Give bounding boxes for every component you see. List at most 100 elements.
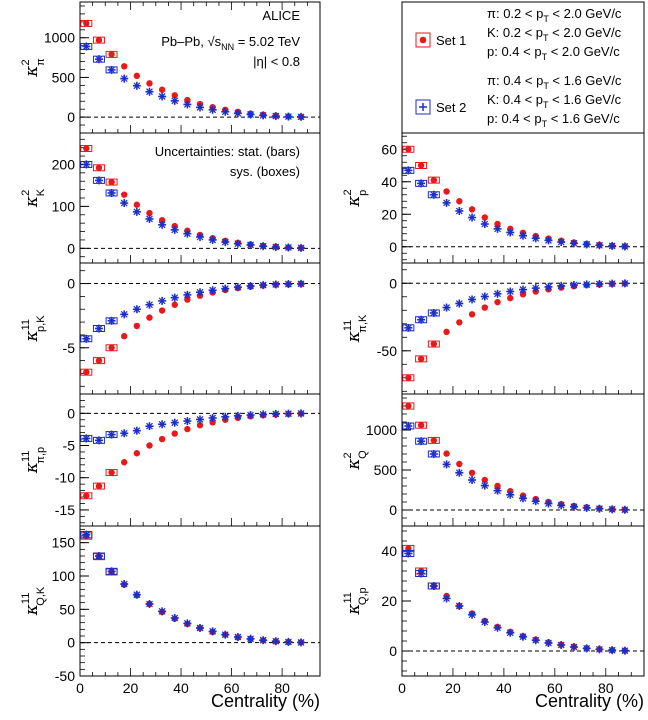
y-title-symbol: κ [344, 331, 364, 343]
star-d2 [272, 112, 280, 120]
pt-sub: T [543, 81, 549, 91]
star-d2 [284, 113, 292, 120]
data-point-set2 [480, 481, 489, 490]
y-tick-label: -5 [63, 438, 76, 454]
data-point-set2 [442, 198, 451, 207]
star-d2 [247, 411, 254, 419]
data-point-set2 [429, 450, 438, 458]
star-d2 [468, 611, 476, 619]
data-point-set2 [82, 160, 91, 169]
range-prefix: p: 0.4 < p [487, 44, 542, 59]
data-point-set1 [405, 146, 412, 153]
data-point-set1 [83, 20, 90, 27]
data-point-set1 [171, 430, 178, 437]
star-d2 [545, 236, 552, 244]
star-d2 [430, 309, 438, 317]
data-point-set1 [494, 298, 501, 306]
y-axis-title: κ11 Q,K [20, 586, 47, 616]
y-tick-label: -10 [55, 470, 75, 486]
star-d2 [595, 505, 603, 513]
data-point-set1 [83, 492, 90, 499]
data-point-set1 [95, 36, 103, 44]
y-title-sup: 2 [342, 452, 354, 458]
y-axis-title: κ2 π [20, 58, 47, 78]
data-point-set1 [481, 214, 488, 221]
star-d2 [621, 279, 629, 287]
star-d2 [146, 422, 153, 430]
data-point-set2 [569, 643, 578, 651]
range-suffix: < 2.0 GeV/c [549, 25, 622, 40]
range-prefix: p: 0.4 < p [487, 111, 542, 126]
star-d2 [404, 166, 412, 174]
star-d2 [158, 93, 166, 100]
range-prefix: K: 0.2 < p [487, 25, 543, 40]
data-point-set2 [259, 636, 268, 645]
data-point-set2 [417, 569, 426, 578]
star-d2 [120, 429, 128, 437]
data-point-set2 [94, 324, 103, 333]
star-d2 [171, 294, 179, 302]
panel-frame [401, 393, 645, 527]
data-point-set2 [417, 437, 426, 446]
legend-marker-circle [419, 36, 427, 44]
y-axis-title: κ11 p,K [20, 315, 47, 343]
star-d2 [532, 234, 540, 242]
star-d2 [455, 469, 463, 477]
data-point-set1 [146, 209, 153, 217]
data-point-set2 [221, 284, 230, 293]
y-tick-label: 60 [381, 141, 397, 157]
data-point-set2 [145, 422, 154, 431]
data-point-set1 [121, 191, 128, 198]
data-point-set1 [108, 344, 115, 351]
data-point-set2 [170, 293, 179, 302]
y-tick-label: 1000 [44, 30, 75, 46]
y-axis-title: κ2 K [20, 188, 47, 208]
pt-sub: T [542, 119, 548, 129]
star-d2 [532, 497, 540, 505]
data-point-set2 [271, 637, 280, 646]
data-point-set2 [233, 283, 242, 292]
data-point-set1 [417, 422, 425, 429]
data-point-set2 [221, 630, 230, 639]
star-d2 [430, 582, 438, 590]
star-d2 [196, 624, 204, 632]
y-title-symbol: κ [22, 66, 42, 78]
y-tick-label: 0 [67, 109, 75, 125]
data-point-set2 [82, 530, 91, 539]
star-d2 [82, 435, 90, 442]
data-point-set2 [107, 188, 116, 197]
data-point-set1 [121, 459, 128, 466]
data-point-set2 [468, 610, 477, 619]
data-point-set1 [171, 92, 178, 99]
uncert-stat-label: Uncertainties: stat. (bars) [155, 144, 300, 159]
data-point-set2 [531, 636, 540, 645]
data-point-set2 [582, 503, 591, 512]
y-tick-label: 200 [52, 156, 76, 172]
star-d2 [82, 161, 90, 168]
data-point-set1 [108, 178, 115, 186]
star-d2 [506, 491, 514, 499]
y-tick-label: -50 [55, 668, 75, 684]
star-d2 [247, 111, 254, 118]
star-d2 [120, 580, 128, 588]
star-d2 [532, 636, 540, 644]
star-d2 [494, 624, 501, 632]
star-d2 [468, 476, 476, 484]
data-point-set2 [183, 290, 192, 299]
data-point-set2 [246, 634, 255, 643]
data-point-set2 [595, 241, 604, 250]
data-point-set2 [196, 233, 204, 241]
data-point-set2 [221, 412, 230, 421]
star-d2 [557, 501, 565, 509]
y-tick-label: 100 [52, 198, 76, 214]
star-d2 [583, 241, 591, 248]
data-point-set2 [569, 281, 578, 290]
y-title-sup: 11 [20, 593, 32, 604]
data-point-set2 [120, 580, 129, 588]
data-point-set2 [233, 239, 242, 248]
data-point-set1 [507, 294, 514, 302]
data-point-set2 [608, 505, 617, 514]
data-point-set1 [430, 340, 438, 348]
data-point-set1 [121, 63, 128, 70]
